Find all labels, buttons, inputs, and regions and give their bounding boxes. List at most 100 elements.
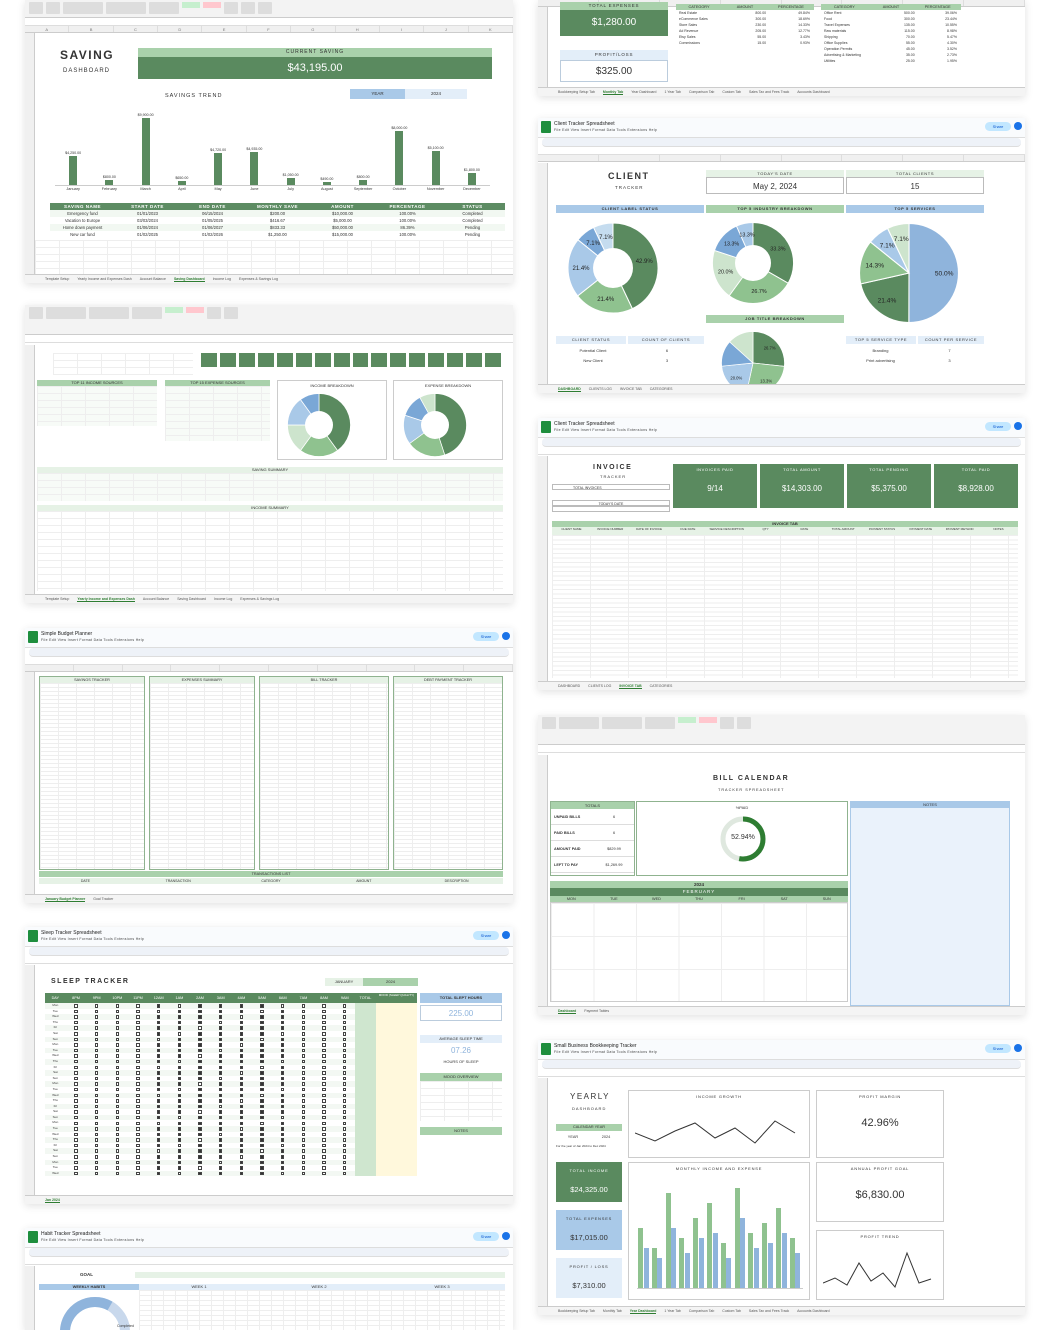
checkbox[interactable] — [74, 1138, 78, 1142]
checkbox[interactable] — [218, 1149, 223, 1153]
mood-cell[interactable] — [375, 1148, 418, 1155]
checkbox[interactable] — [280, 1043, 285, 1047]
checkbox[interactable] — [280, 1149, 285, 1153]
mood-cell[interactable] — [375, 1103, 418, 1110]
checkbox[interactable] — [342, 1171, 347, 1176]
checkbox[interactable] — [301, 1138, 306, 1142]
checkbox[interactable] — [156, 1054, 161, 1058]
sleep-checkbox[interactable] — [169, 1165, 190, 1171]
checkbox[interactable] — [301, 1059, 306, 1064]
mood-cell[interactable] — [375, 1126, 418, 1132]
checkbox[interactable] — [74, 1104, 78, 1109]
sleep-checkbox[interactable] — [66, 1053, 87, 1059]
sleep-checkbox[interactable] — [334, 1076, 355, 1082]
sleep-checkbox[interactable] — [107, 1160, 128, 1166]
checkbox[interactable] — [74, 1065, 78, 1070]
sleep-checkbox[interactable] — [272, 1154, 293, 1160]
checkbox[interactable] — [198, 1155, 202, 1159]
sheet-tab[interactable]: INVOICE TAB — [619, 683, 642, 689]
sleep-checkbox[interactable] — [86, 1081, 107, 1087]
checkbox[interactable] — [136, 1071, 140, 1075]
checkbox[interactable] — [342, 1043, 347, 1047]
sleep-checkbox[interactable] — [128, 1143, 149, 1149]
checkbox[interactable] — [280, 1026, 285, 1030]
sleep-checkbox[interactable] — [314, 1165, 335, 1171]
excel-ribbon[interactable] — [538, 715, 1025, 745]
mood-cell[interactable] — [375, 1064, 418, 1071]
sleep-checkbox[interactable] — [334, 1115, 355, 1121]
checkbox[interactable] — [198, 1076, 202, 1081]
mood-cell[interactable] — [375, 1120, 418, 1127]
sleep-checkbox[interactable] — [252, 1037, 273, 1043]
sleep-checkbox[interactable] — [66, 1165, 87, 1171]
sleep-checkbox[interactable] — [148, 1076, 169, 1082]
share-button[interactable]: Share — [985, 1044, 1011, 1053]
sleep-checkbox[interactable] — [169, 1020, 190, 1026]
sleep-checkbox[interactable] — [293, 1042, 314, 1048]
sleep-checkbox[interactable] — [272, 1104, 293, 1110]
sleep-checkbox[interactable] — [86, 1109, 107, 1115]
checkbox[interactable] — [177, 1099, 182, 1103]
checkbox[interactable] — [136, 1048, 140, 1053]
sleep-checkbox[interactable] — [293, 1081, 314, 1087]
checkbox[interactable] — [177, 1171, 182, 1176]
sheet-tab[interactable]: CATEGORIES — [649, 684, 673, 688]
checkbox[interactable] — [301, 1004, 306, 1008]
checkbox[interactable] — [156, 1110, 161, 1114]
checkbox[interactable] — [94, 1149, 99, 1153]
checkbox[interactable] — [280, 1059, 285, 1064]
checkbox[interactable] — [322, 1032, 326, 1036]
sleep-checkbox[interactable] — [66, 1160, 87, 1166]
sleep-checkbox[interactable] — [272, 1143, 293, 1149]
checkbox[interactable] — [218, 1121, 223, 1126]
checkbox[interactable] — [218, 1071, 223, 1075]
checkbox[interactable] — [322, 1149, 326, 1153]
checkbox[interactable] — [94, 1026, 99, 1030]
sleep-checkbox[interactable] — [210, 1020, 231, 1026]
sleep-checkbox[interactable] — [107, 1165, 128, 1171]
checkbox[interactable] — [322, 1093, 326, 1098]
mood-cell[interactable] — [375, 1154, 418, 1160]
sleep-checkbox[interactable] — [107, 1042, 128, 1048]
menu-bar[interactable]: File Edit View Insert Format Data Tools … — [554, 1050, 658, 1054]
doc-title[interactable]: Small Business Bookkeeping Tracker — [554, 1043, 637, 1049]
sleep-checkbox[interactable] — [293, 1137, 314, 1143]
sleep-checkbox[interactable] — [252, 1048, 273, 1054]
checkbox[interactable] — [239, 1166, 244, 1170]
checkbox[interactable] — [218, 1026, 223, 1030]
checkbox[interactable] — [239, 1082, 244, 1086]
checkbox[interactable] — [177, 1155, 182, 1159]
sleep-checkbox[interactable] — [66, 1104, 87, 1110]
checkbox[interactable] — [239, 1138, 244, 1142]
sleep-checkbox[interactable] — [86, 1165, 107, 1171]
sleep-checkbox[interactable] — [169, 1037, 190, 1043]
checkbox[interactable] — [322, 1160, 326, 1165]
checkbox[interactable] — [260, 1087, 264, 1092]
sleep-checkbox[interactable] — [66, 1081, 87, 1087]
checkbox[interactable] — [115, 1110, 120, 1114]
sleep-checkbox[interactable] — [107, 1009, 128, 1015]
checkbox[interactable] — [218, 1082, 223, 1086]
checkbox[interactable] — [280, 1004, 285, 1008]
sleep-checkbox[interactable] — [169, 1081, 190, 1087]
sleep-checkbox[interactable] — [190, 1042, 211, 1048]
sleep-checkbox[interactable] — [128, 1042, 149, 1048]
checkbox[interactable] — [115, 1155, 120, 1159]
sleep-checkbox[interactable] — [210, 1059, 231, 1065]
checkbox[interactable] — [322, 1110, 326, 1114]
checkbox[interactable] — [342, 1082, 347, 1086]
sleep-checkbox[interactable] — [334, 1137, 355, 1143]
sheet-tab[interactable]: Monthly Tab — [602, 1309, 622, 1313]
checkbox[interactable] — [115, 1020, 120, 1025]
checkbox[interactable] — [94, 1132, 99, 1137]
checkbox[interactable] — [94, 1155, 99, 1159]
sleep-checkbox[interactable] — [252, 1042, 273, 1048]
sleep-checkbox[interactable] — [190, 1137, 211, 1143]
sleep-checkbox[interactable] — [148, 1171, 169, 1177]
checkbox[interactable] — [94, 1076, 99, 1081]
checkbox[interactable] — [94, 1004, 99, 1008]
sheet-tab[interactable]: Custom Tab — [722, 90, 741, 94]
sleep-checkbox[interactable] — [169, 1109, 190, 1115]
sleep-checkbox[interactable] — [86, 1042, 107, 1048]
sleep-checkbox[interactable] — [128, 1093, 149, 1099]
